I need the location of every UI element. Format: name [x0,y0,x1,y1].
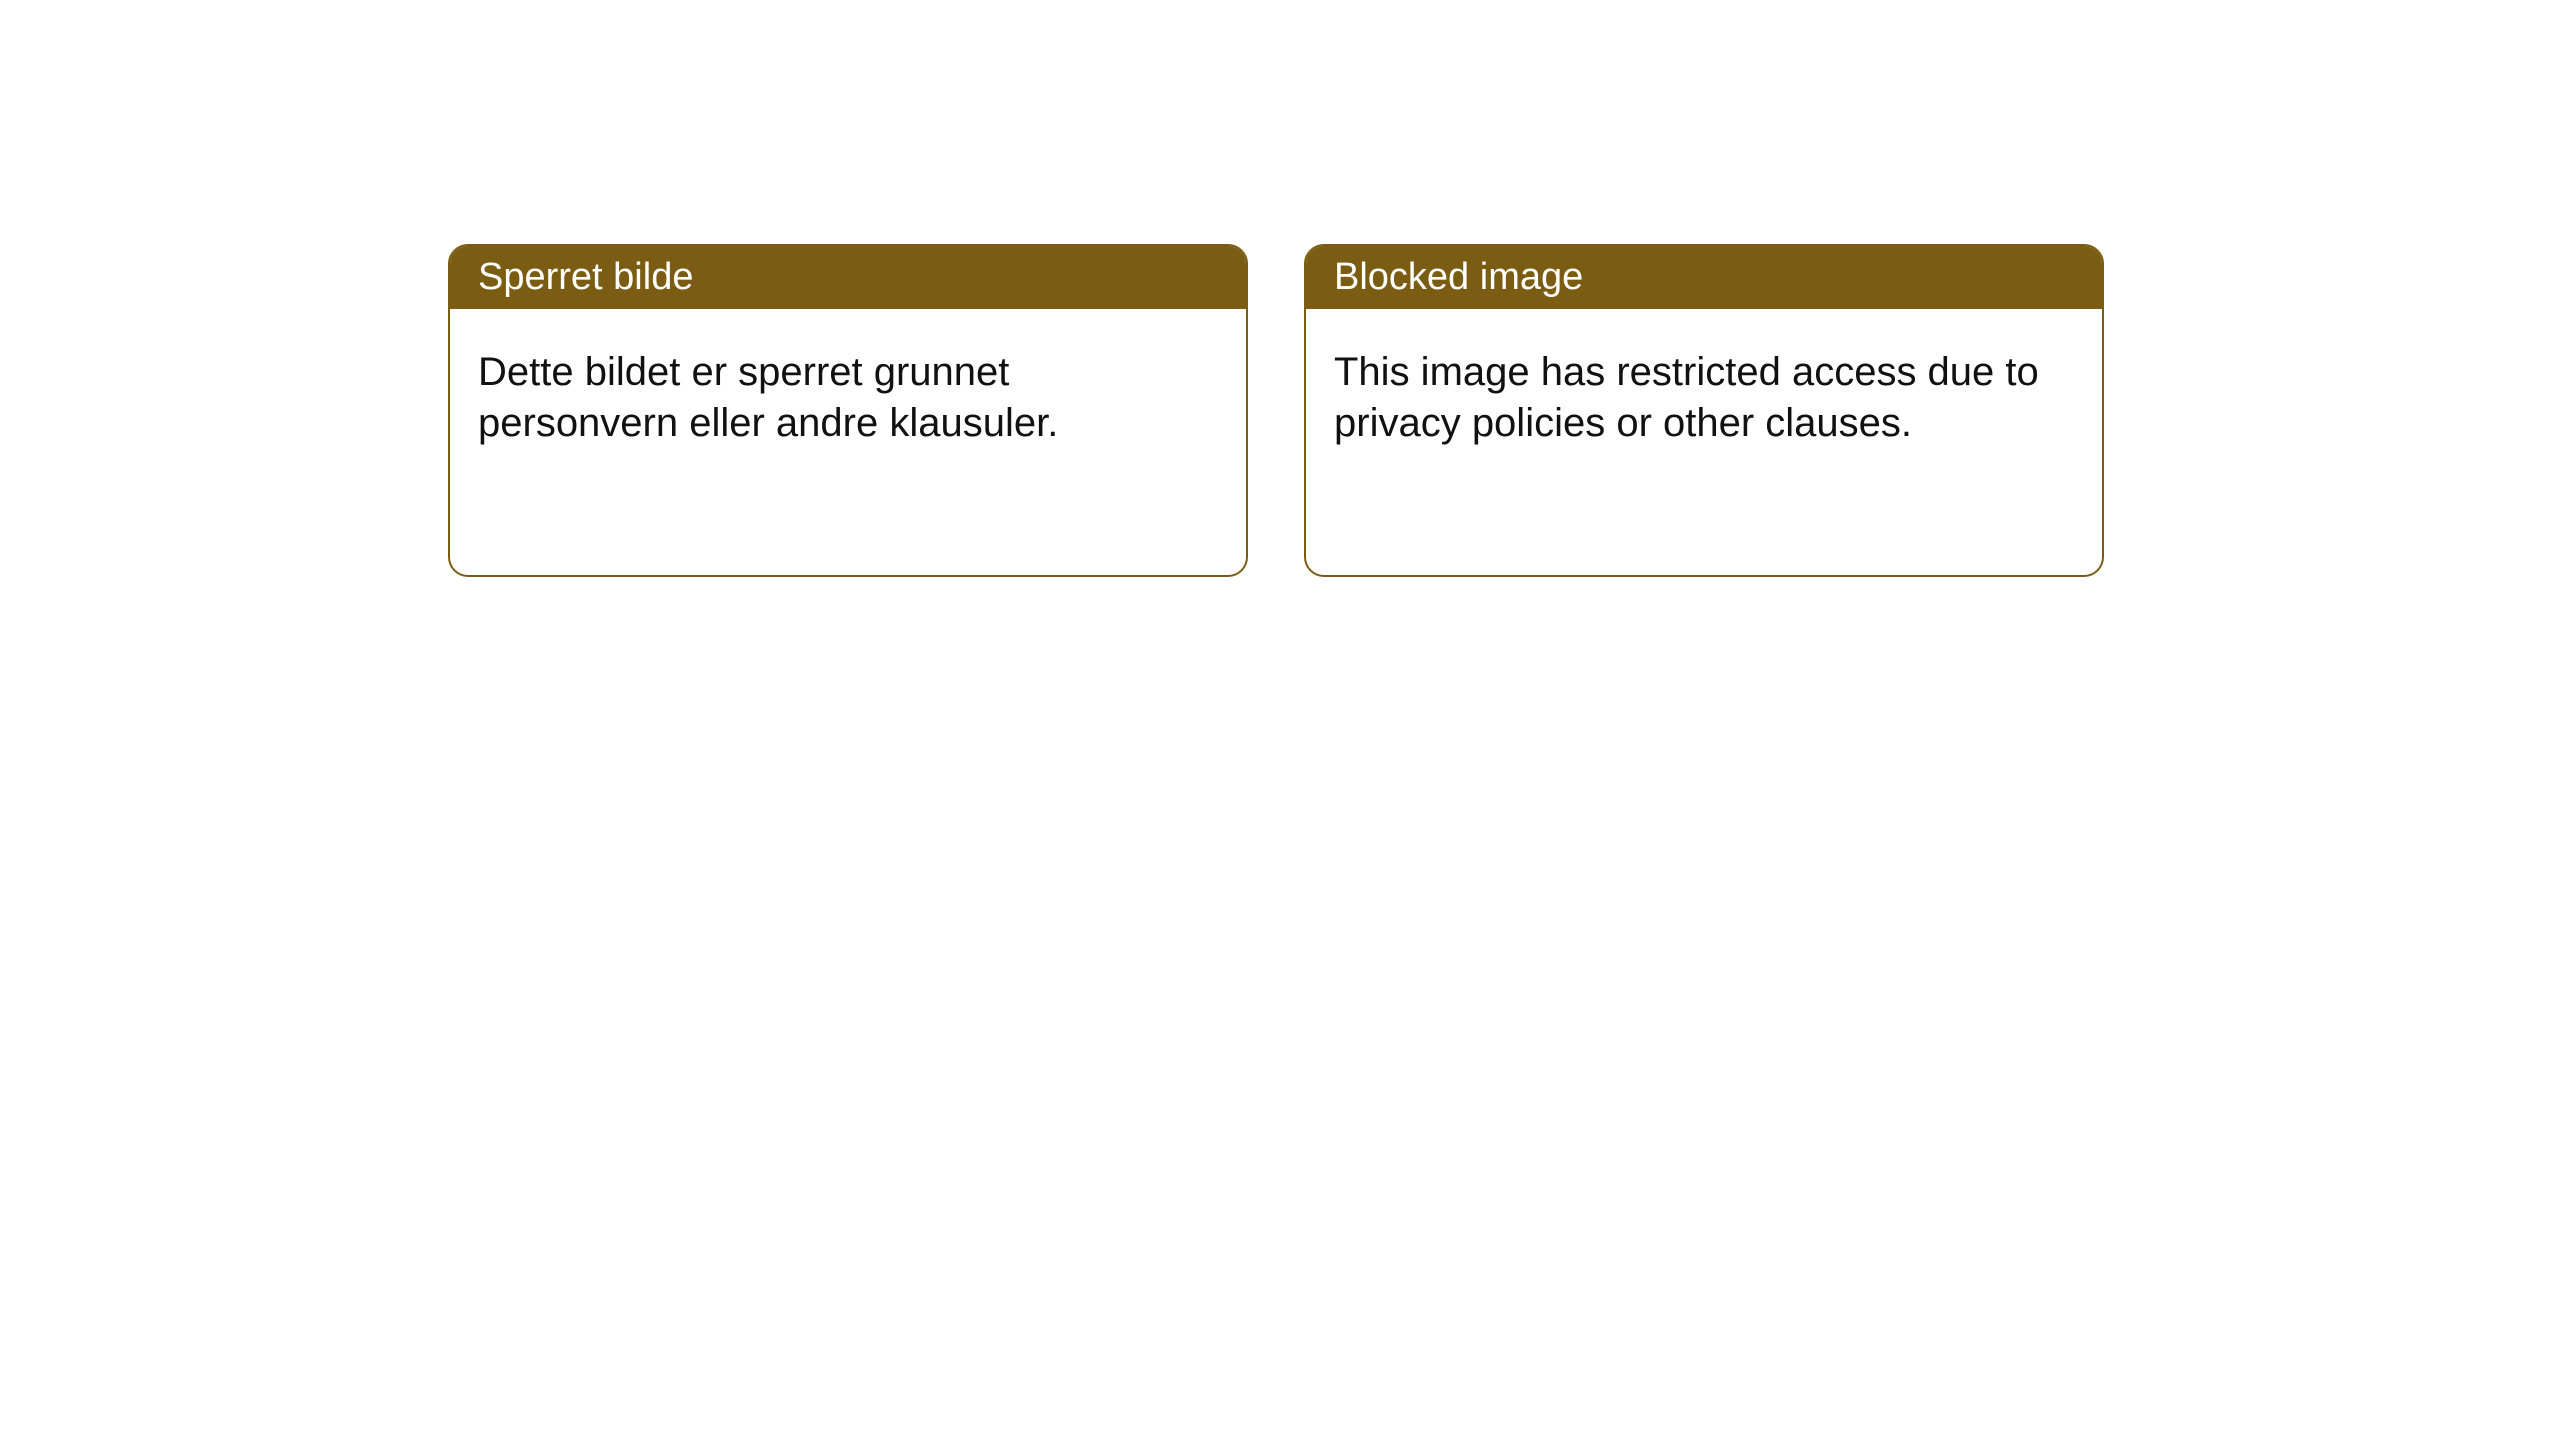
notice-container: Sperret bilde Dette bildet er sperret gr… [0,0,2560,577]
card-header: Sperret bilde [450,246,1246,309]
card-body: This image has restricted access due to … [1306,309,2102,487]
card-body-text: This image has restricted access due to … [1334,350,2039,445]
blocked-image-card-no: Sperret bilde Dette bildet er sperret gr… [448,244,1248,577]
card-body-text: Dette bildet er sperret grunnet personve… [478,350,1058,445]
blocked-image-card-en: Blocked image This image has restricted … [1304,244,2104,577]
card-title: Blocked image [1334,256,1583,298]
card-body: Dette bildet er sperret grunnet personve… [450,309,1246,487]
card-header: Blocked image [1306,246,2102,309]
card-title: Sperret bilde [478,256,693,298]
